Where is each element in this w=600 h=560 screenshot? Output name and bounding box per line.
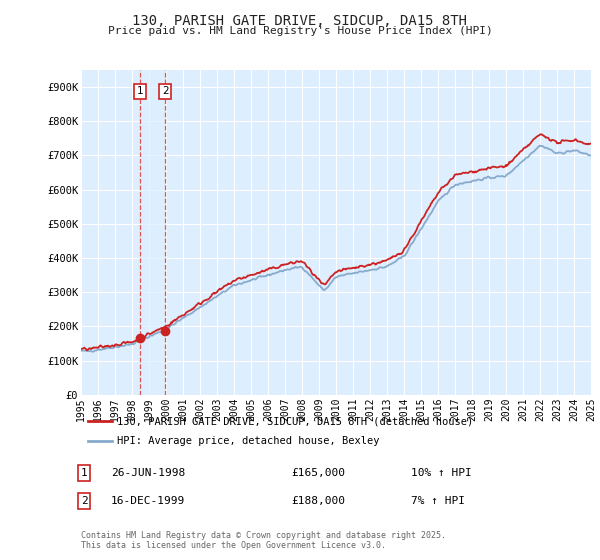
Text: 26-JUN-1998: 26-JUN-1998 (111, 468, 185, 478)
Text: HPI: Average price, detached house, Bexley: HPI: Average price, detached house, Bexl… (117, 436, 379, 446)
Text: Contains HM Land Registry data © Crown copyright and database right 2025.
This d: Contains HM Land Registry data © Crown c… (81, 530, 446, 550)
Bar (140, 70, 166, 395)
Text: £165,000: £165,000 (291, 468, 345, 478)
Text: 130, PARISH GATE DRIVE, SIDCUP, DA15 8TH (detached house): 130, PARISH GATE DRIVE, SIDCUP, DA15 8TH… (117, 417, 473, 426)
Text: 1: 1 (137, 86, 143, 96)
Text: 16-DEC-1999: 16-DEC-1999 (111, 496, 185, 506)
Text: 7% ↑ HPI: 7% ↑ HPI (411, 496, 465, 506)
Text: 2: 2 (80, 496, 88, 506)
Text: £188,000: £188,000 (291, 496, 345, 506)
Text: 130, PARISH GATE DRIVE, SIDCUP, DA15 8TH: 130, PARISH GATE DRIVE, SIDCUP, DA15 8TH (133, 14, 467, 28)
Text: 1: 1 (80, 468, 88, 478)
Text: 10% ↑ HPI: 10% ↑ HPI (411, 468, 472, 478)
Text: Price paid vs. HM Land Registry's House Price Index (HPI): Price paid vs. HM Land Registry's House … (107, 26, 493, 36)
Text: 2: 2 (162, 86, 169, 96)
